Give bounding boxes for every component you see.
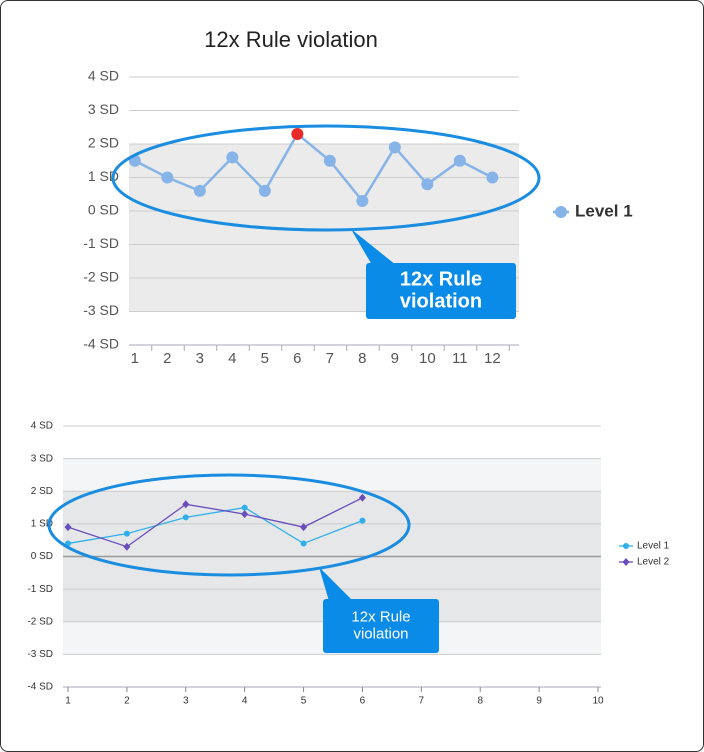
x-tick-label: 10 [419, 350, 436, 367]
point [226, 151, 239, 164]
y-tick-label: -4 SD [27, 682, 53, 693]
x-tick-label: 9 [391, 350, 399, 367]
callout-text: violation [400, 290, 482, 312]
x-tick-label: 6 [360, 696, 366, 707]
point [421, 178, 434, 191]
legend-label: Level 1 [637, 541, 670, 552]
x-tick-label: 6 [293, 350, 301, 367]
x-tick-label: 11 [452, 350, 468, 367]
callout-pointer [351, 229, 396, 265]
y-tick-label: -4 SD [83, 336, 119, 352]
point [241, 510, 249, 519]
series-line [67, 506, 363, 545]
legend-label: Level 1 [575, 201, 633, 220]
y-tick-label: 0 SD [88, 202, 119, 218]
point [182, 514, 189, 521]
legend-label: Level 2 [637, 557, 670, 568]
point [241, 504, 248, 511]
point [453, 154, 466, 167]
x-tick-label: 5 [301, 696, 307, 707]
highlight-ellipse [47, 473, 411, 577]
legend-marker [623, 543, 629, 549]
y-tick-label: -3 SD [83, 302, 119, 318]
point [64, 523, 72, 532]
x-tick-label: 9 [536, 696, 542, 707]
callout-box [366, 263, 516, 319]
point [291, 127, 304, 140]
y-tick-label: 4 SD [31, 421, 53, 432]
x-tick-label: 3 [196, 350, 204, 367]
x-tick-label: 7 [419, 696, 425, 707]
chart-title: 12x Rule violation [204, 27, 378, 52]
x-tick-label: 4 [228, 350, 236, 367]
x-tick-label: 8 [358, 350, 366, 367]
point [258, 184, 271, 197]
y-tick-label: 2 SD [88, 135, 119, 151]
point [388, 141, 401, 154]
y-tick-label: 3 SD [88, 101, 119, 117]
y-tick-label: 4 SD [88, 68, 119, 84]
x-tick-label: 3 [183, 696, 189, 707]
y-tick-label: 3 SD [31, 453, 53, 464]
x-tick-label: 4 [242, 696, 248, 707]
point [123, 542, 131, 551]
x-tick-label: 2 [163, 350, 171, 367]
callout-pointer [319, 567, 353, 601]
point [123, 530, 130, 537]
point [358, 493, 366, 502]
y-tick-label: 0 SD [31, 551, 53, 562]
point [359, 517, 366, 524]
y-tick-label: -3 SD [27, 649, 53, 660]
y-tick-label: -2 SD [83, 269, 119, 285]
point [193, 184, 206, 197]
legend-marker [622, 558, 630, 566]
x-tick-label: 8 [477, 696, 483, 707]
callout-box [323, 599, 439, 653]
point [486, 171, 499, 184]
point [356, 194, 369, 207]
highlight-ellipse [111, 124, 541, 232]
x-tick-label: 10 [592, 696, 604, 707]
x-tick-label: 1 [65, 696, 71, 707]
point [323, 154, 336, 167]
y-tick-label: -1 SD [27, 584, 53, 595]
x-tick-label: 12 [484, 350, 501, 367]
callout-text: 12x Rule [400, 268, 482, 290]
legend-marker [555, 206, 567, 218]
x-tick-label: 1 [131, 350, 139, 367]
callout-text: violation [353, 625, 408, 642]
y-tick-label: -2 SD [27, 616, 53, 627]
x-tick-label: 7 [326, 350, 334, 367]
y-tick-label: -1 SD [83, 235, 119, 251]
x-tick-label: 5 [261, 350, 269, 367]
y-tick-label: 1 SD [88, 168, 119, 184]
series-line [67, 497, 363, 548]
point [300, 540, 307, 547]
x-tick-label: 2 [124, 696, 130, 707]
y-tick-label: 1 SD [31, 519, 53, 530]
callout-text: 12x Rule [351, 608, 410, 625]
point [300, 523, 308, 532]
y-tick-label: 2 SD [31, 486, 53, 497]
point [161, 171, 174, 184]
point [182, 500, 190, 509]
